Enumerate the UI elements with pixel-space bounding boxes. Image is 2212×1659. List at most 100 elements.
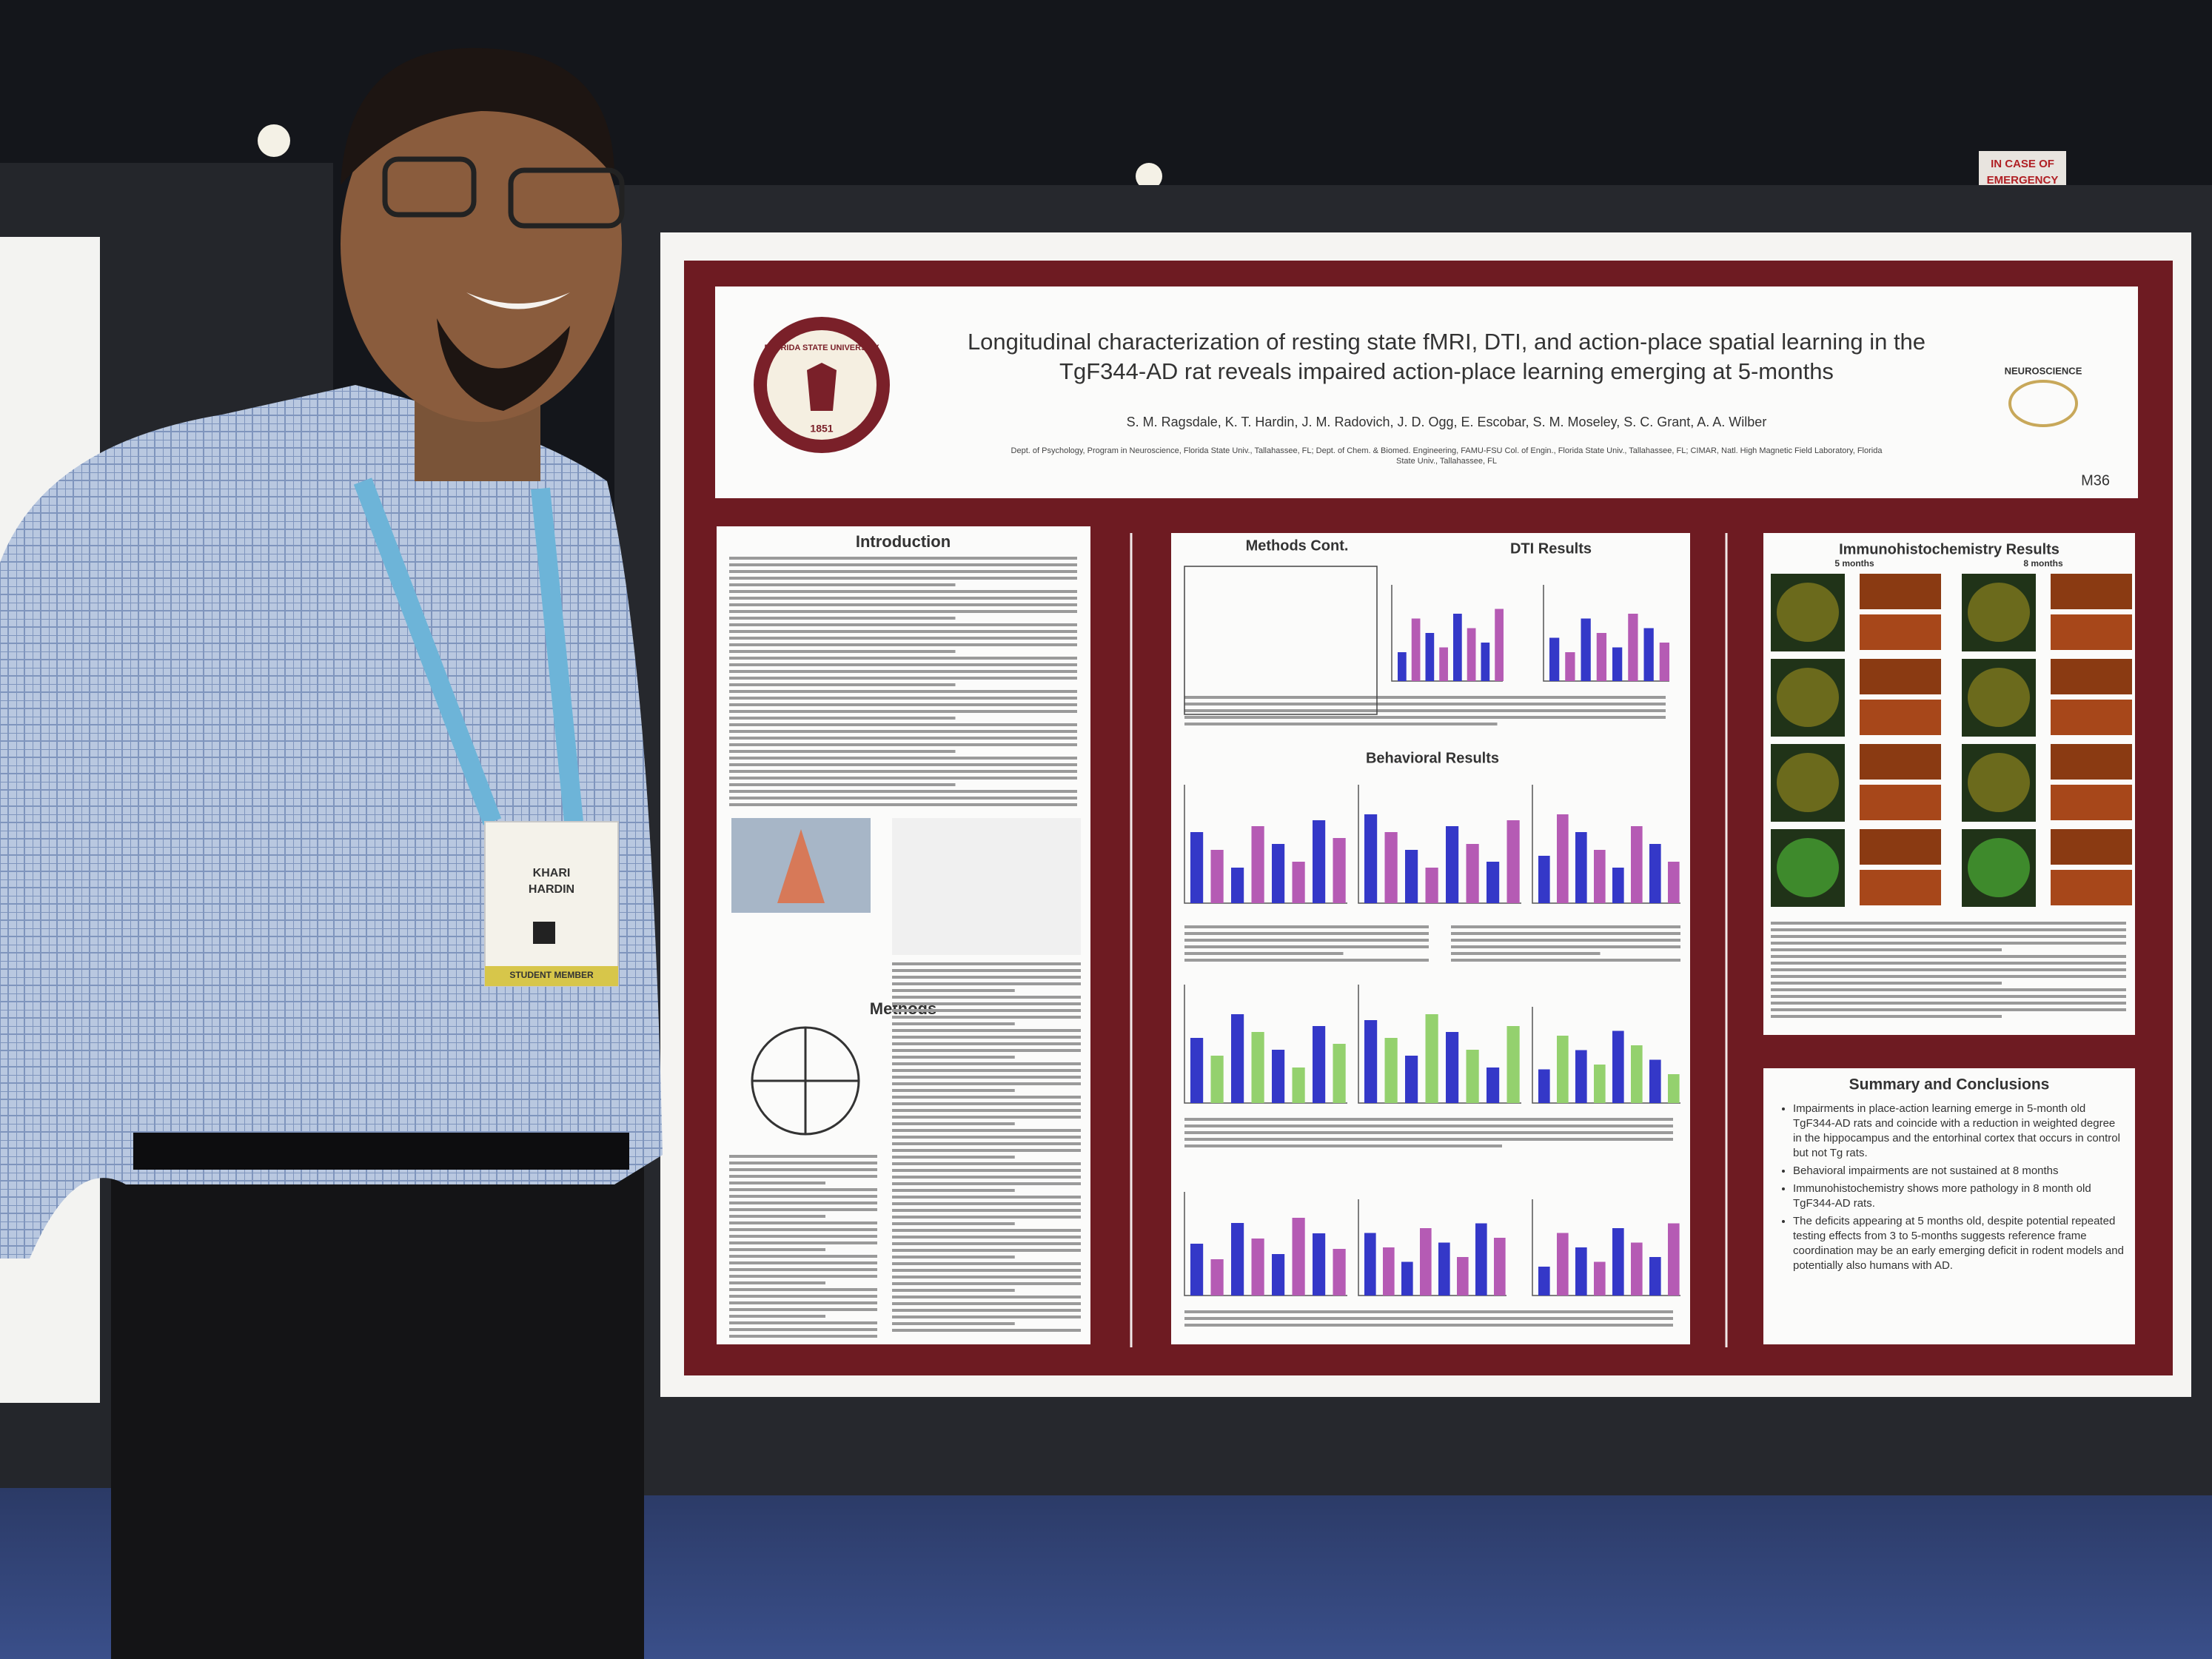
text-line xyxy=(892,1162,1081,1165)
text-line xyxy=(1184,723,1498,725)
text-line xyxy=(729,1168,877,1171)
text-line xyxy=(729,577,1077,580)
figure-bar xyxy=(1549,637,1560,681)
text-line xyxy=(892,1102,1081,1105)
methods-flowchart xyxy=(1184,566,1378,715)
text-line xyxy=(729,1248,825,1251)
text-line xyxy=(892,1002,1081,1005)
smile xyxy=(466,292,570,309)
text-line xyxy=(729,1255,877,1258)
ceiling-light xyxy=(258,124,290,157)
glasses xyxy=(508,167,625,229)
text-line xyxy=(892,1316,1081,1318)
board-id: M36 xyxy=(2081,472,2110,489)
figure-bar xyxy=(1420,1228,1432,1296)
summary-list: Impairments in place-action learning eme… xyxy=(1777,1102,2125,1324)
text-line xyxy=(729,1281,825,1284)
figure-bar xyxy=(1487,862,1500,903)
text-line xyxy=(729,697,1077,700)
figure-bar xyxy=(1364,814,1378,903)
poster-header xyxy=(715,286,2138,498)
section-heading: Behavioral Results xyxy=(1366,750,1499,766)
figure-bar xyxy=(1398,652,1407,681)
text-line xyxy=(892,1069,1081,1072)
text-line xyxy=(892,1029,1081,1032)
ihc-column-label: 8 months xyxy=(2023,558,2063,569)
text-line xyxy=(729,1208,877,1211)
micrograph xyxy=(2051,614,2132,650)
text-line xyxy=(729,650,956,653)
figure-bar xyxy=(1384,832,1398,903)
sign-text: IN CASE OF xyxy=(1991,158,2054,170)
text-line xyxy=(729,643,1077,646)
program-logo: NEUROSCIENCE xyxy=(2005,365,2082,376)
figure-bar xyxy=(1439,647,1448,681)
text-line xyxy=(892,1276,1081,1278)
text-line xyxy=(1451,959,1680,962)
text-line xyxy=(1184,1310,1673,1313)
micrograph-tissue xyxy=(1968,753,2030,812)
text-line xyxy=(1184,1118,1673,1121)
poster-authors: S. M. Ragsdale, K. T. Hardin, J. M. Rado… xyxy=(1127,415,1767,429)
micrograph-tissue xyxy=(1777,838,1839,897)
pants xyxy=(111,1140,644,1659)
figure-bar xyxy=(1581,618,1591,681)
figure-bar xyxy=(1411,618,1421,681)
text-line xyxy=(729,1275,877,1278)
badge-member: STUDENT MEMBER xyxy=(509,970,594,980)
figure-bar xyxy=(1467,628,1476,681)
text-line xyxy=(892,1189,1015,1192)
micrograph xyxy=(2051,829,2132,865)
text-line xyxy=(1451,932,1680,935)
figure-bar xyxy=(1575,1247,1587,1296)
text-line xyxy=(892,996,1081,999)
result-figures xyxy=(1184,566,1680,1327)
figure-bar xyxy=(1446,1032,1459,1103)
text-line xyxy=(892,1109,1081,1112)
micrograph xyxy=(1860,829,1941,865)
sign-text: EMERGENCY xyxy=(1987,174,2059,187)
text-line xyxy=(892,1042,1081,1045)
text-line xyxy=(892,1062,1081,1065)
figure-bar xyxy=(1466,1050,1479,1103)
text-line xyxy=(729,797,1077,800)
micrograph xyxy=(2051,870,2132,905)
figure-bar xyxy=(1453,614,1462,681)
text-line xyxy=(729,630,1077,633)
text-line xyxy=(1771,928,2126,931)
micrograph xyxy=(1860,870,1941,905)
figure-bar xyxy=(1190,832,1204,903)
text-line xyxy=(892,1229,1081,1232)
methods-text xyxy=(729,962,1081,1338)
figure-bar xyxy=(1272,1050,1285,1103)
text-line xyxy=(892,989,1015,992)
text-line xyxy=(729,1328,877,1331)
figure-bar xyxy=(1383,1247,1395,1296)
text-line xyxy=(892,1082,1081,1085)
text-line xyxy=(729,1268,877,1271)
figure-bar xyxy=(1425,868,1438,903)
text-line xyxy=(729,743,1077,746)
text-line xyxy=(892,1222,1015,1225)
summary-bullet: Impairments in place-action learning eme… xyxy=(1793,1102,2125,1161)
text-line xyxy=(892,1309,1081,1312)
figure-bar xyxy=(1231,1223,1244,1296)
figure-bar xyxy=(1333,1249,1346,1296)
figure-bar xyxy=(1313,1233,1326,1296)
figure-bar xyxy=(1401,1261,1413,1296)
logo-torches xyxy=(807,363,837,411)
text-line xyxy=(1184,952,1344,955)
figure-bar xyxy=(1594,1065,1606,1103)
figure-bar xyxy=(1333,838,1346,903)
text-line xyxy=(729,710,1077,713)
belt xyxy=(133,1133,629,1170)
figure-bar xyxy=(1466,844,1479,903)
text-line xyxy=(1184,1144,1502,1147)
text-line xyxy=(1771,1008,2126,1011)
text-line xyxy=(729,663,1077,666)
figure-bar xyxy=(1405,1056,1418,1103)
person: KHARI HARDIN STUDENT MEMBER xyxy=(0,47,663,1659)
figure-bar xyxy=(1475,1223,1487,1296)
text-line xyxy=(729,683,956,686)
text-line xyxy=(729,1221,877,1224)
